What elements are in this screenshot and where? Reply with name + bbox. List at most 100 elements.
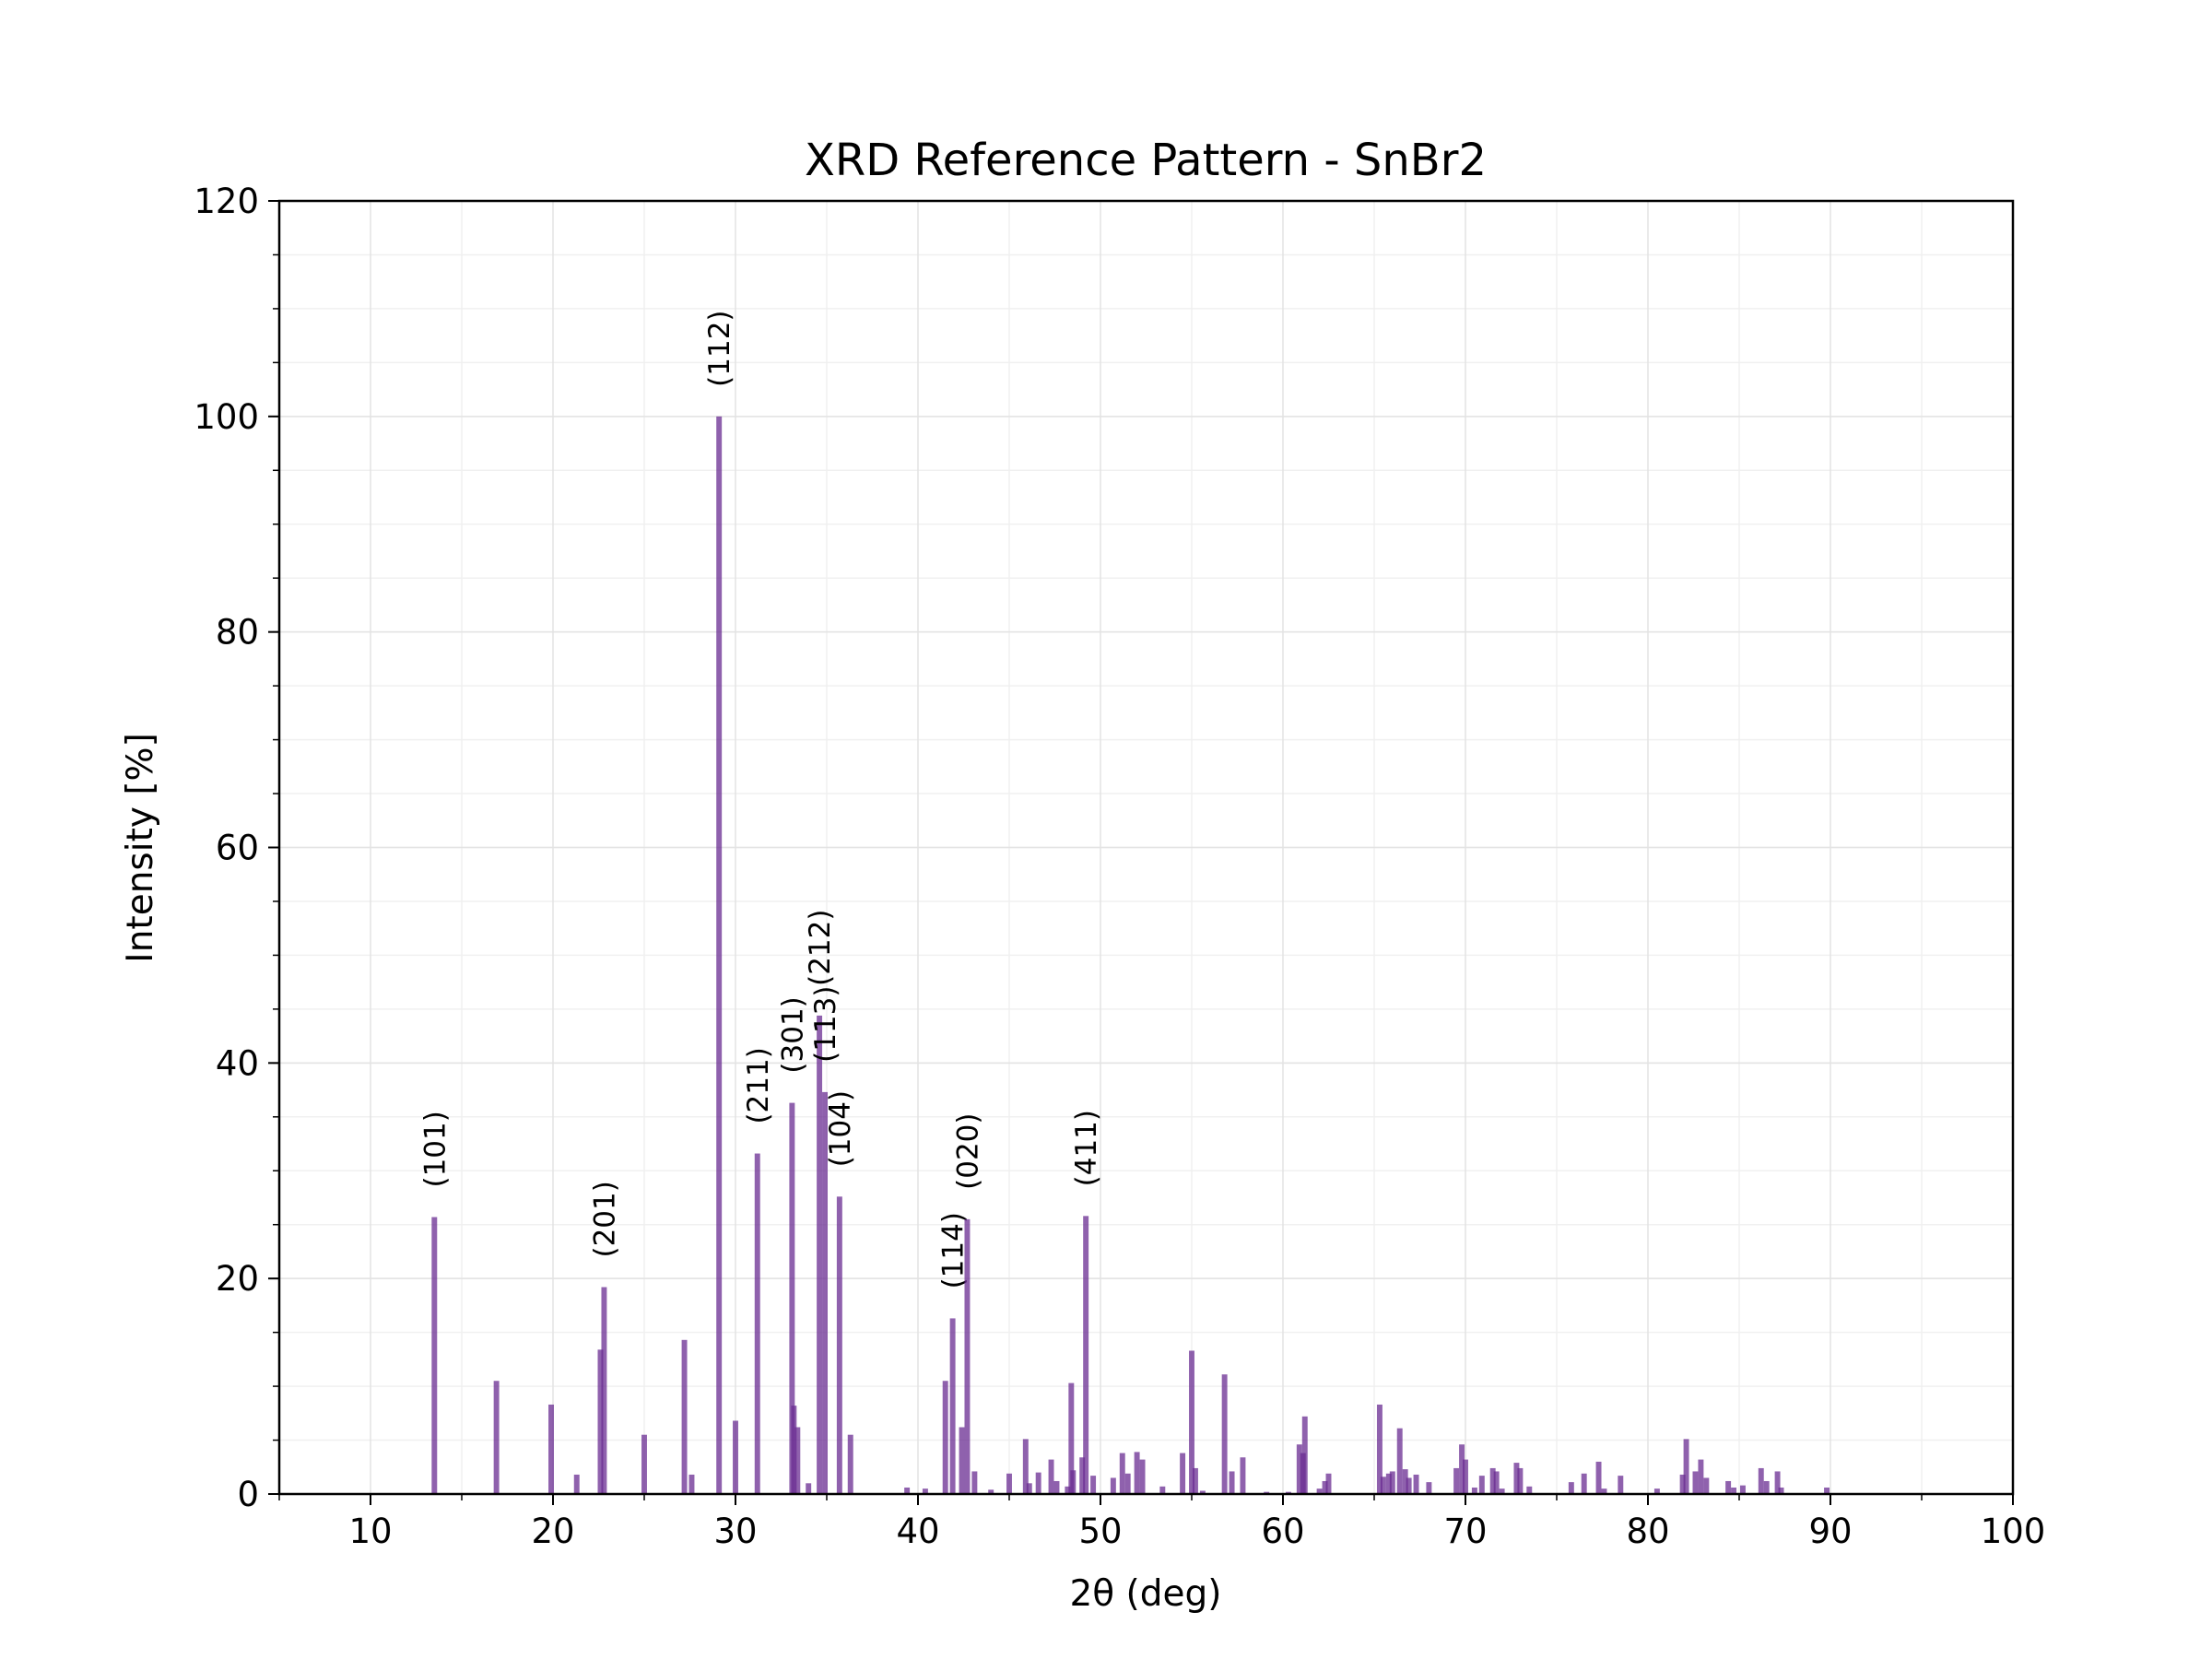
peak bbox=[493, 1381, 500, 1494]
peak bbox=[597, 1349, 604, 1494]
peak bbox=[1459, 1444, 1465, 1494]
peak bbox=[1824, 1487, 1830, 1494]
peak bbox=[1426, 1482, 1432, 1494]
peak-label: (112) bbox=[703, 310, 736, 386]
peak bbox=[1380, 1477, 1386, 1494]
x-tick-label: 10 bbox=[348, 1512, 392, 1551]
peak bbox=[1513, 1463, 1520, 1494]
peak bbox=[836, 1196, 842, 1494]
peak bbox=[822, 1091, 828, 1494]
peak bbox=[1110, 1477, 1116, 1494]
peak bbox=[1406, 1477, 1412, 1494]
grid bbox=[278, 200, 2014, 1495]
peak bbox=[1413, 1474, 1419, 1494]
peak bbox=[1595, 1461, 1602, 1494]
peak bbox=[1026, 1483, 1032, 1494]
peak bbox=[1090, 1476, 1097, 1494]
peak bbox=[1048, 1459, 1054, 1494]
peak bbox=[988, 1489, 994, 1494]
peak-label: (113) bbox=[809, 986, 842, 1063]
peak bbox=[1053, 1480, 1060, 1494]
peak bbox=[806, 1483, 812, 1494]
peak bbox=[922, 1488, 928, 1494]
peak bbox=[959, 1427, 965, 1494]
peak bbox=[1376, 1404, 1382, 1494]
peak bbox=[1703, 1477, 1710, 1494]
peak bbox=[1692, 1471, 1699, 1494]
peak bbox=[1499, 1488, 1505, 1494]
peak bbox=[971, 1471, 978, 1494]
peak bbox=[1006, 1473, 1012, 1494]
marks: (101) (201) (112) (211)(301) (212)(113) (104)… bbox=[418, 310, 1830, 1494]
peak bbox=[1739, 1485, 1746, 1494]
y-tick-label: 60 bbox=[216, 829, 259, 868]
peak bbox=[1463, 1459, 1468, 1494]
peak bbox=[1679, 1474, 1686, 1494]
x-tick-label: 100 bbox=[1981, 1512, 2046, 1551]
peak bbox=[1068, 1382, 1075, 1494]
x-tick-label: 60 bbox=[1261, 1512, 1304, 1551]
axes: 10 20 30 40 50 60 70 80 90 100 0 20 40 60 80 100 120 bbox=[194, 182, 2045, 1551]
peak bbox=[716, 416, 723, 1494]
peak bbox=[431, 1217, 438, 1494]
y-tick-label: 20 bbox=[216, 1259, 259, 1299]
peak bbox=[1568, 1482, 1574, 1494]
peak bbox=[949, 1318, 956, 1494]
y-tick-label: 80 bbox=[216, 613, 259, 653]
y-tick-label: 100 bbox=[194, 397, 259, 437]
peak-label: (020) bbox=[951, 1113, 984, 1190]
peak bbox=[601, 1287, 607, 1494]
peak bbox=[1774, 1471, 1781, 1494]
peak bbox=[1471, 1487, 1477, 1494]
peak bbox=[1489, 1467, 1496, 1494]
x-tick-label: 30 bbox=[713, 1512, 757, 1551]
peak bbox=[1698, 1459, 1704, 1494]
peak bbox=[817, 1015, 823, 1494]
peak bbox=[1517, 1467, 1524, 1494]
peak bbox=[1731, 1487, 1737, 1494]
peak-label: (101) bbox=[418, 1111, 452, 1187]
peak bbox=[942, 1381, 948, 1494]
peak bbox=[754, 1153, 760, 1494]
peak bbox=[573, 1474, 580, 1494]
peak bbox=[1301, 1416, 1308, 1494]
peak bbox=[1139, 1459, 1146, 1494]
peak bbox=[548, 1404, 554, 1494]
peak bbox=[1758, 1467, 1764, 1494]
peak bbox=[1493, 1471, 1500, 1494]
peak bbox=[1159, 1486, 1166, 1494]
peak bbox=[964, 1218, 971, 1494]
peak bbox=[1124, 1473, 1131, 1494]
y-axis-label: Intensity [%] bbox=[120, 733, 161, 963]
peak-label: (212) bbox=[804, 910, 837, 986]
peak bbox=[1134, 1452, 1140, 1494]
peak bbox=[1325, 1473, 1332, 1494]
peak bbox=[789, 1102, 795, 1494]
plot-frame bbox=[277, 199, 2015, 1496]
x-tick-label: 40 bbox=[896, 1512, 939, 1551]
x-tick-label: 70 bbox=[1443, 1512, 1487, 1551]
peak bbox=[1296, 1444, 1302, 1494]
peak bbox=[1035, 1472, 1041, 1494]
peak bbox=[1396, 1428, 1403, 1494]
peak-label: (301) bbox=[776, 996, 809, 1073]
peak bbox=[1022, 1439, 1029, 1494]
peak bbox=[733, 1420, 738, 1494]
chart-title: XRD Reference Pattern - SnBr2 bbox=[805, 135, 1487, 186]
y-tick-label: 0 bbox=[237, 1475, 259, 1514]
peak bbox=[1070, 1470, 1077, 1494]
peak bbox=[1453, 1467, 1460, 1494]
peak bbox=[847, 1434, 853, 1494]
peak bbox=[1083, 1216, 1089, 1494]
peak bbox=[1229, 1471, 1235, 1494]
peak bbox=[1180, 1453, 1186, 1494]
peak bbox=[1402, 1469, 1408, 1494]
peak bbox=[681, 1339, 688, 1494]
peak bbox=[1683, 1439, 1689, 1494]
peak bbox=[1581, 1473, 1587, 1494]
y-tick-label: 120 bbox=[194, 182, 259, 221]
x-tick-label: 20 bbox=[531, 1512, 574, 1551]
peak bbox=[641, 1434, 647, 1494]
